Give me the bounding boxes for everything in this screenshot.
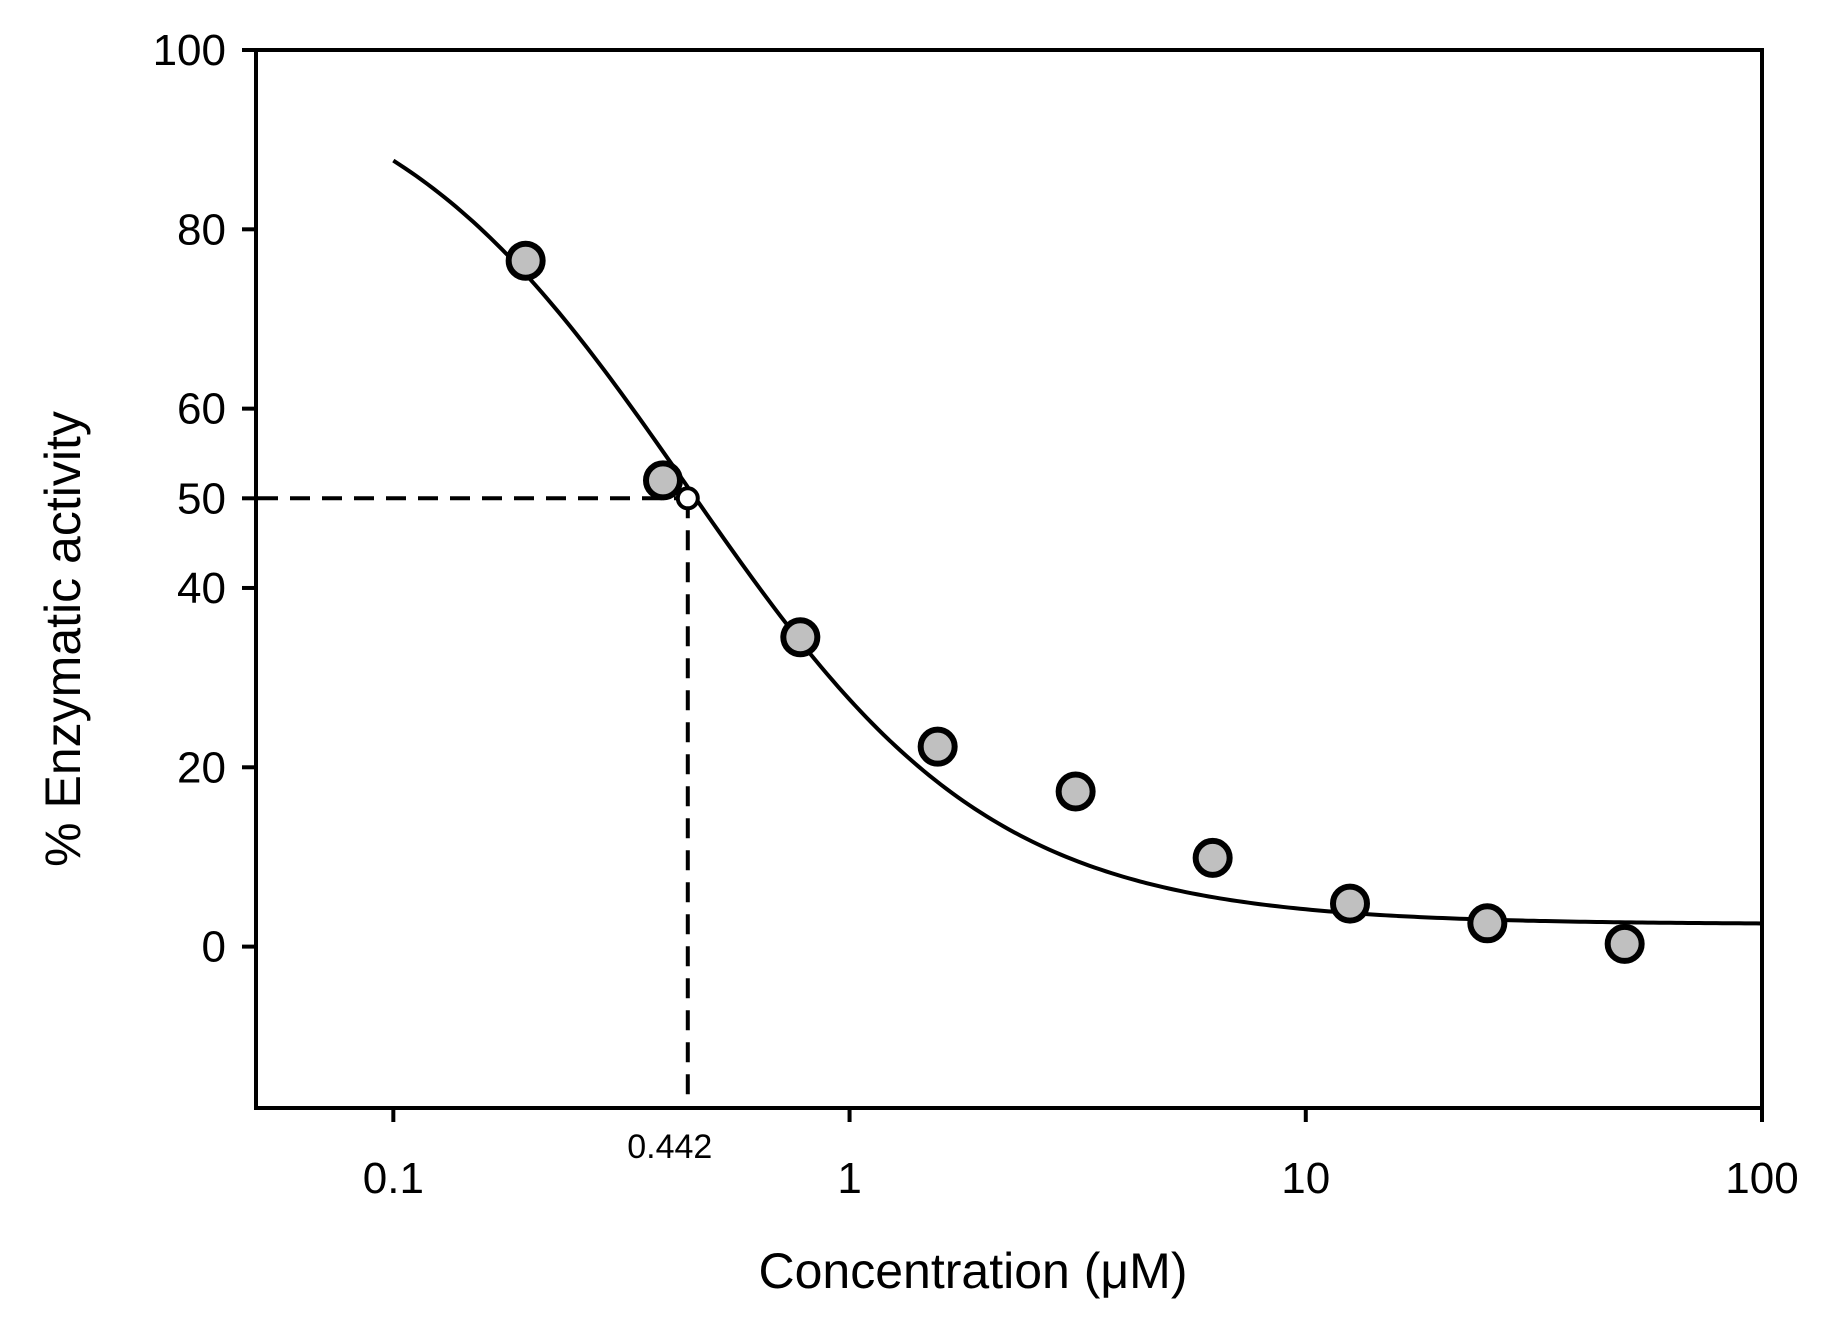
x-tick-label-100: 100 [1725,1154,1798,1203]
y-tick-label-50: 50 [177,474,226,523]
y-tick-label-40: 40 [177,564,226,613]
plot-frame [254,48,1764,1110]
data-point-8 [1467,903,1508,944]
ic50-label: 0.442 [627,1128,712,1166]
data-point-5 [1055,771,1096,812]
data-point-7 [1329,883,1370,924]
x-tick-label-10: 10 [1281,1154,1330,1203]
data-point-1 [505,240,546,281]
x-tick-label-1: 1 [837,1154,861,1203]
y-tick-label-20: 20 [177,743,226,792]
y-tick-label-0: 0 [202,923,226,972]
data-point-3 [780,617,821,658]
x-tick-label-0.1: 0.1 [363,1154,424,1203]
y-axis-title: % Enzymatic activity [35,411,91,867]
data-point-6 [1192,837,1233,878]
data-point-2 [642,460,683,501]
ic50-marker [675,486,700,511]
data-point-4 [917,726,958,767]
y-tick-label-60: 60 [177,385,226,434]
fitted-curve-line [392,158,1763,926]
x-axis-title: Concentration (μM) [759,1243,1188,1299]
frame-layer [254,48,1764,1110]
y-tick-label-100: 100 [153,26,226,75]
y-tick-label-80: 80 [177,205,226,254]
tick-layer: 0 20 40 50 60 80 100 0.1 1 10 100 0.442 [153,26,1799,1203]
data-point-9 [1604,923,1645,964]
plot-layer [258,158,1763,1106]
